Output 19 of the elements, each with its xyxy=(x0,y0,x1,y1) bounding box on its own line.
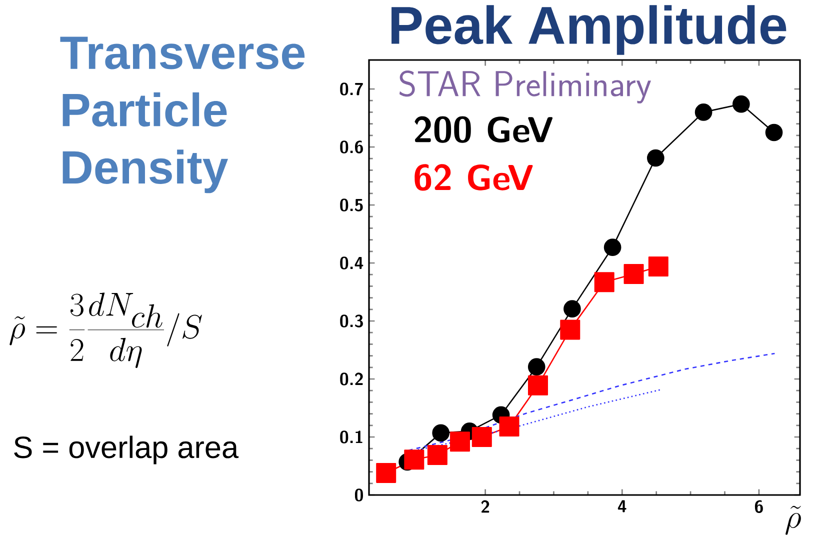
text: 62 GeV xyxy=(414,164,533,191)
y-tick-label: 0.2 xyxy=(340,372,363,386)
y-tick-label: 0.1 xyxy=(340,430,362,444)
y-tick-label: 0.6 xyxy=(340,140,363,154)
y-tick-label: 0.3 xyxy=(340,314,363,328)
text: Transverse Particle Density xyxy=(60,36,305,194)
y-tick-label: 0.4 xyxy=(340,256,364,270)
text: 200 GeV xyxy=(414,116,553,143)
x-tick-label: 2 xyxy=(481,500,490,513)
text: S = overlap area xyxy=(14,436,239,464)
y-tick-label: 0.5 xyxy=(340,198,363,212)
text: $\tilde{\rho} = \frac{3}{2}\frac{dN_{ch}}{d\eta}/S$ xyxy=(10,292,202,368)
chart-title: Peak Amplitude xyxy=(392,5,786,55)
x-tick-label: 6 xyxy=(754,500,763,514)
x-axis-title: $\tilde{\rho}$ xyxy=(786,506,801,535)
y-tick-label: 0 xyxy=(354,488,363,502)
y-tick-label: 0.7 xyxy=(340,82,363,96)
x-tick-label: 4 xyxy=(618,500,626,512)
annotation: STAR Preliminary xyxy=(399,70,651,104)
